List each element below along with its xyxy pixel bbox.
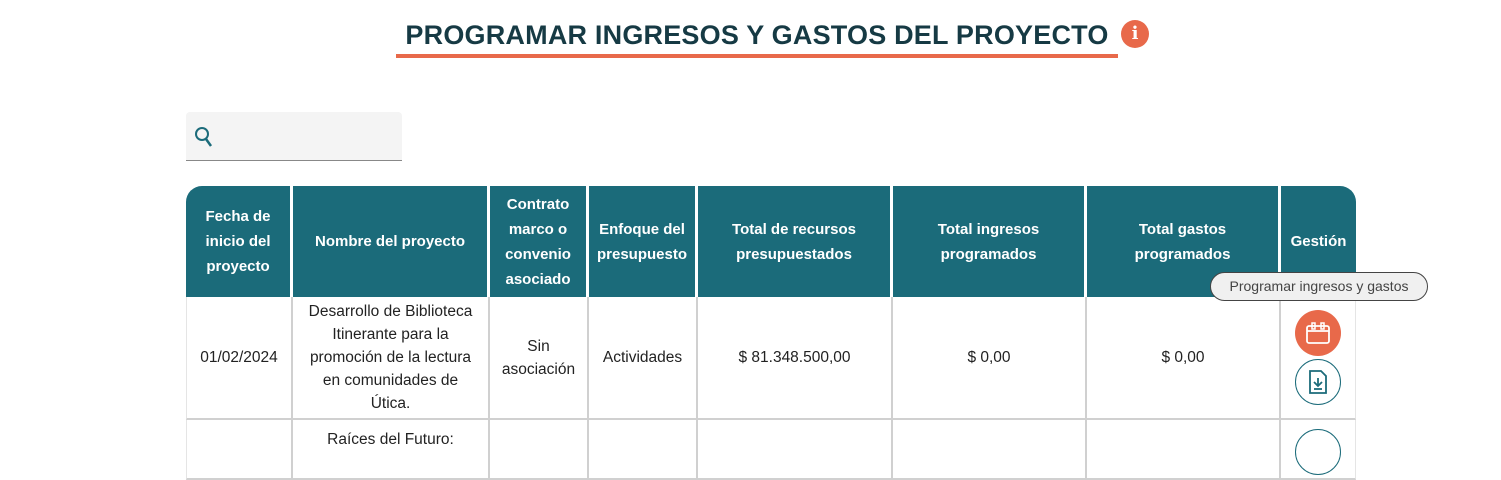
schedule-button[interactable] [1295, 429, 1341, 475]
search-input[interactable] [186, 112, 402, 161]
info-icon[interactable]: i [1121, 20, 1149, 48]
col-nombre: Nombre del proyecto [293, 186, 490, 297]
col-total-gastos: Total gastos programados [1087, 186, 1281, 297]
col-contrato: Contrato marco o convenio asociado [490, 186, 589, 297]
cell-contrato [490, 420, 589, 480]
table-row: 01/02/2024 Desarrollo de Biblioteca Itin… [186, 297, 1356, 420]
col-enfoque: Enfoque del presupuesto [589, 186, 698, 297]
cell-nombre: Raíces del Futuro: [293, 420, 490, 480]
table-row: Raíces del Futuro: [186, 420, 1356, 480]
calendar-icon [1306, 322, 1330, 344]
cell-total-recursos [698, 420, 893, 480]
cell-total-recursos: $ 81.348.500,00 [698, 297, 893, 420]
col-fecha: Fecha de inicio del proyecto [186, 186, 293, 297]
cell-fecha [186, 420, 293, 480]
cell-contrato: Sin asociación [490, 297, 589, 420]
cell-enfoque [589, 420, 698, 480]
page-title: PROGRAMAR INGRESOS Y GASTOS DEL PROYECTO [405, 20, 1109, 50]
search-icon [195, 127, 213, 147]
tooltip: Programar ingresos y gastos [1210, 272, 1428, 301]
cell-nombre: Desarrollo de Biblioteca Itinerante para… [293, 297, 490, 420]
cell-total-ingresos: $ 0,00 [893, 297, 1087, 420]
cell-gestion [1281, 297, 1356, 420]
cell-total-ingresos [893, 420, 1087, 480]
title-underline [396, 54, 1118, 58]
cell-total-gastos: $ 0,00 [1087, 297, 1281, 420]
col-total-recursos: Total de recursos presupuestados [698, 186, 893, 297]
download-button[interactable] [1295, 359, 1341, 405]
col-total-ingresos: Total ingresos programados [893, 186, 1087, 297]
cell-total-gastos [1087, 420, 1281, 480]
schedule-button[interactable] [1295, 310, 1341, 356]
cell-gestion [1281, 420, 1356, 480]
cell-fecha: 01/02/2024 [186, 297, 293, 420]
file-download-icon [1309, 370, 1327, 394]
cell-enfoque: Actividades [589, 297, 698, 420]
projects-table: Fecha de inicio del proyecto Nombre del … [186, 186, 1356, 480]
